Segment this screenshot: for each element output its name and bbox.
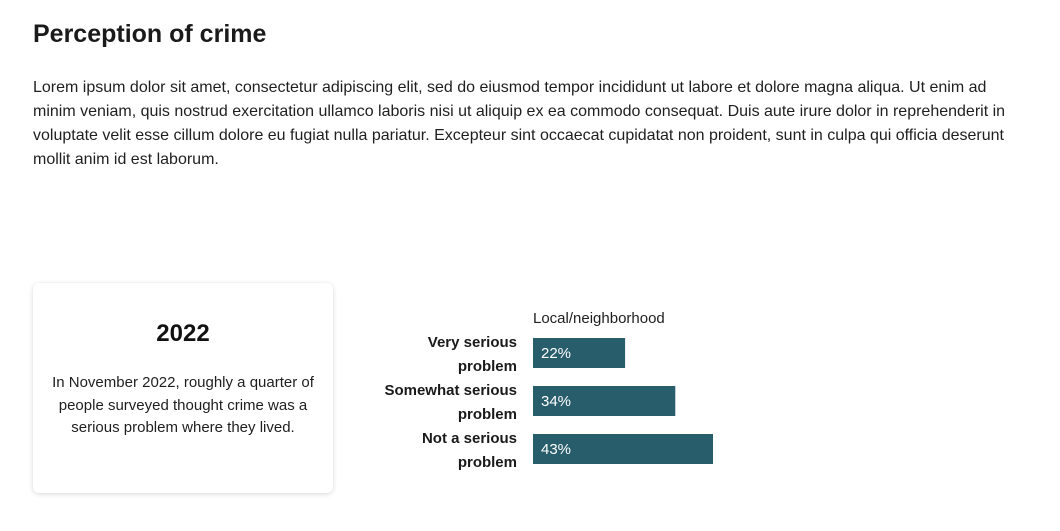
bar-value-label: 22%: [541, 345, 571, 362]
intro-paragraph: Lorem ipsum dolor sit amet, consectetur …: [33, 79, 1006, 168]
category-label: Not a serious: [422, 430, 517, 447]
bar: [533, 338, 626, 368]
category-label: problem: [458, 358, 517, 375]
category-label: problem: [458, 406, 517, 423]
chart-column-label: Local/neighborhood: [533, 310, 665, 327]
bar: [533, 386, 676, 416]
category-label: problem: [458, 454, 517, 471]
category-label: Somewhat serious: [384, 382, 517, 399]
page-title: Perception of crime: [33, 20, 267, 48]
bar-value-label: 43%: [541, 441, 571, 458]
card-text: In November 2022, roughly a quarter of p…: [52, 374, 314, 436]
bar-chart: Local/neighborhood Very serious problem 22…: [384, 310, 713, 471]
category-label: Very serious: [428, 334, 517, 351]
chart-rows: Very serious problem 22% Somewhat serious pr…: [384, 334, 713, 471]
summary-card: 2022 In November 2022, roughly a quarter…: [33, 283, 333, 493]
bar: [533, 434, 713, 464]
bar-value-label: 34%: [541, 393, 571, 410]
card-year: 2022: [156, 320, 210, 347]
